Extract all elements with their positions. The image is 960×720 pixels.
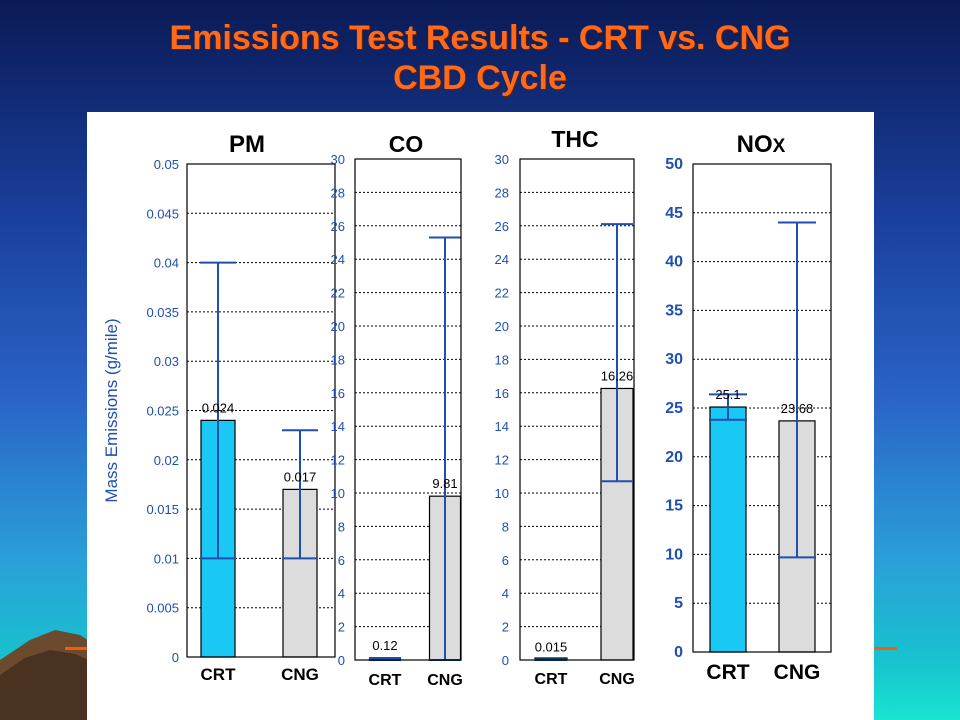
x-category-label: CRT [369, 672, 402, 689]
plot-frame [186, 163, 336, 658]
y-tick-label: 18 [331, 352, 345, 367]
y-tick-label: 0 [502, 653, 509, 668]
chart-title: PM [229, 131, 265, 158]
y-tick-label: 0 [172, 650, 179, 665]
slide-title-line1: Emissions Test Results - CRT vs. CNG [169, 19, 791, 57]
y-tick-label: 0 [674, 644, 683, 661]
y-tick-label: 0.025 [146, 404, 179, 419]
y-tick-label: 0.035 [146, 305, 179, 320]
chart-title-main: NO [737, 131, 773, 158]
y-tick-label: 6 [338, 553, 345, 568]
y-tick-label: 20 [331, 319, 345, 334]
x-category-label: CRT [535, 671, 568, 688]
x-category-label: CRT [706, 661, 749, 684]
y-tick-label: 40 [665, 254, 683, 271]
y-tick-label: 12 [331, 453, 345, 468]
chart-title-sub: X [773, 136, 786, 157]
y-tick-label: 5 [674, 595, 683, 612]
y-tick-label: 24 [331, 252, 345, 267]
data-label: 0.015 [535, 640, 568, 655]
y-tick-label: 35 [665, 302, 683, 319]
chart-panel: 0.024 0.017 0 0.005 0.01 0.015 0.02 0.025 0.03 0.… [87, 112, 874, 720]
y-tick-label: 16 [495, 386, 509, 401]
y-tick-label: 2 [502, 620, 509, 635]
y-tick-label: 26 [495, 219, 509, 234]
x-category-label: CNG [599, 671, 635, 688]
data-label: 25.1 [715, 387, 740, 402]
x-category-label: CNG [281, 665, 319, 684]
y-tick-label: 2 [338, 620, 345, 635]
y-tick-label: 0.005 [146, 601, 179, 616]
slide-title-line2: CBD Cycle [393, 59, 567, 97]
x-category-label: CNG [427, 672, 463, 689]
y-tick-label: 8 [338, 519, 345, 534]
data-label: 0.024 [202, 400, 235, 415]
y-tick-label: 20 [665, 449, 683, 466]
y-tick-label: 10 [665, 546, 683, 563]
chart-title: CO [389, 131, 424, 157]
y-tick-label: 0.02 [154, 453, 179, 468]
y-tick-label: 10 [331, 486, 345, 501]
y-tick-label: 12 [495, 453, 509, 468]
data-label: 0.12 [372, 638, 397, 653]
y-tick-label: 0.03 [154, 354, 179, 369]
y-tick-label: 24 [495, 252, 509, 267]
bar-crt [709, 406, 747, 653]
y-tick-label: 6 [502, 553, 509, 568]
y-tick-label: 0.05 [154, 157, 179, 172]
y-tick-label: 22 [331, 286, 345, 301]
y-tick-label: 14 [331, 419, 345, 434]
slide-title: Emissions Test Results - CRT vs. CNG CBD… [0, 18, 960, 98]
data-label: 23.68 [781, 401, 814, 416]
charts-canvas: 0.024 0.017 0 0.005 0.01 0.015 0.02 0.025 0.03 0.… [102, 126, 832, 689]
y-tick-label: 45 [665, 205, 683, 222]
y-tick-label: 14 [495, 419, 509, 434]
x-category-label: CNG [774, 661, 821, 684]
plot-frame [354, 158, 462, 661]
chart-title: THC [551, 126, 598, 152]
y-tick-label: 30 [495, 152, 509, 167]
y-tick-label: 22 [495, 286, 509, 301]
y-axis-label: Mass Emissions (g/mile) [102, 318, 121, 502]
y-tick-label: 28 [495, 185, 509, 200]
y-tick-label: 15 [665, 498, 683, 515]
chart-title: NOX [737, 131, 786, 158]
y-tick-label: 0.045 [146, 206, 179, 221]
y-tick-label: 25 [665, 400, 683, 417]
chart-thc: 0.01516.26024681012141618202224262830CRT… [495, 126, 635, 688]
data-label: 9.81 [432, 476, 457, 491]
y-tick-label: 0.01 [154, 551, 179, 566]
y-tick-label: 8 [502, 519, 509, 534]
y-tick-label: 4 [502, 586, 509, 601]
plot-frame [519, 158, 635, 661]
y-tick-label: 0.015 [146, 502, 179, 517]
y-tick-label: 10 [495, 486, 509, 501]
y-tick-label: 50 [665, 156, 683, 173]
y-tick-label: 0 [338, 653, 345, 668]
chart-nox: 25.1 23.68 0 5 10 15 20 25 30 35 40 45 50 CRT CNG NOX [665, 131, 832, 684]
y-tick-label: 30 [665, 351, 683, 368]
y-tick-label: 26 [331, 219, 345, 234]
y-tick-label: 4 [338, 586, 345, 601]
orange-accent-line-right [873, 647, 897, 650]
y-tick-label: 30 [331, 152, 345, 167]
data-label: 16.26 [601, 368, 634, 383]
orange-accent-line-left [65, 647, 93, 650]
y-tick-label: 18 [495, 352, 509, 367]
plot-frame [692, 163, 832, 653]
y-tick-label: 16 [331, 386, 345, 401]
data-label: 0.017 [284, 469, 317, 484]
y-tick-label: 28 [331, 185, 345, 200]
x-category-label: CRT [201, 665, 237, 684]
y-tick-label: 20 [495, 319, 509, 334]
chart-pm: 0.024 0.017 0 0.005 0.01 0.015 0.02 0.025 0.03 0.… [102, 131, 336, 684]
y-tick-label: 0.04 [154, 256, 179, 271]
